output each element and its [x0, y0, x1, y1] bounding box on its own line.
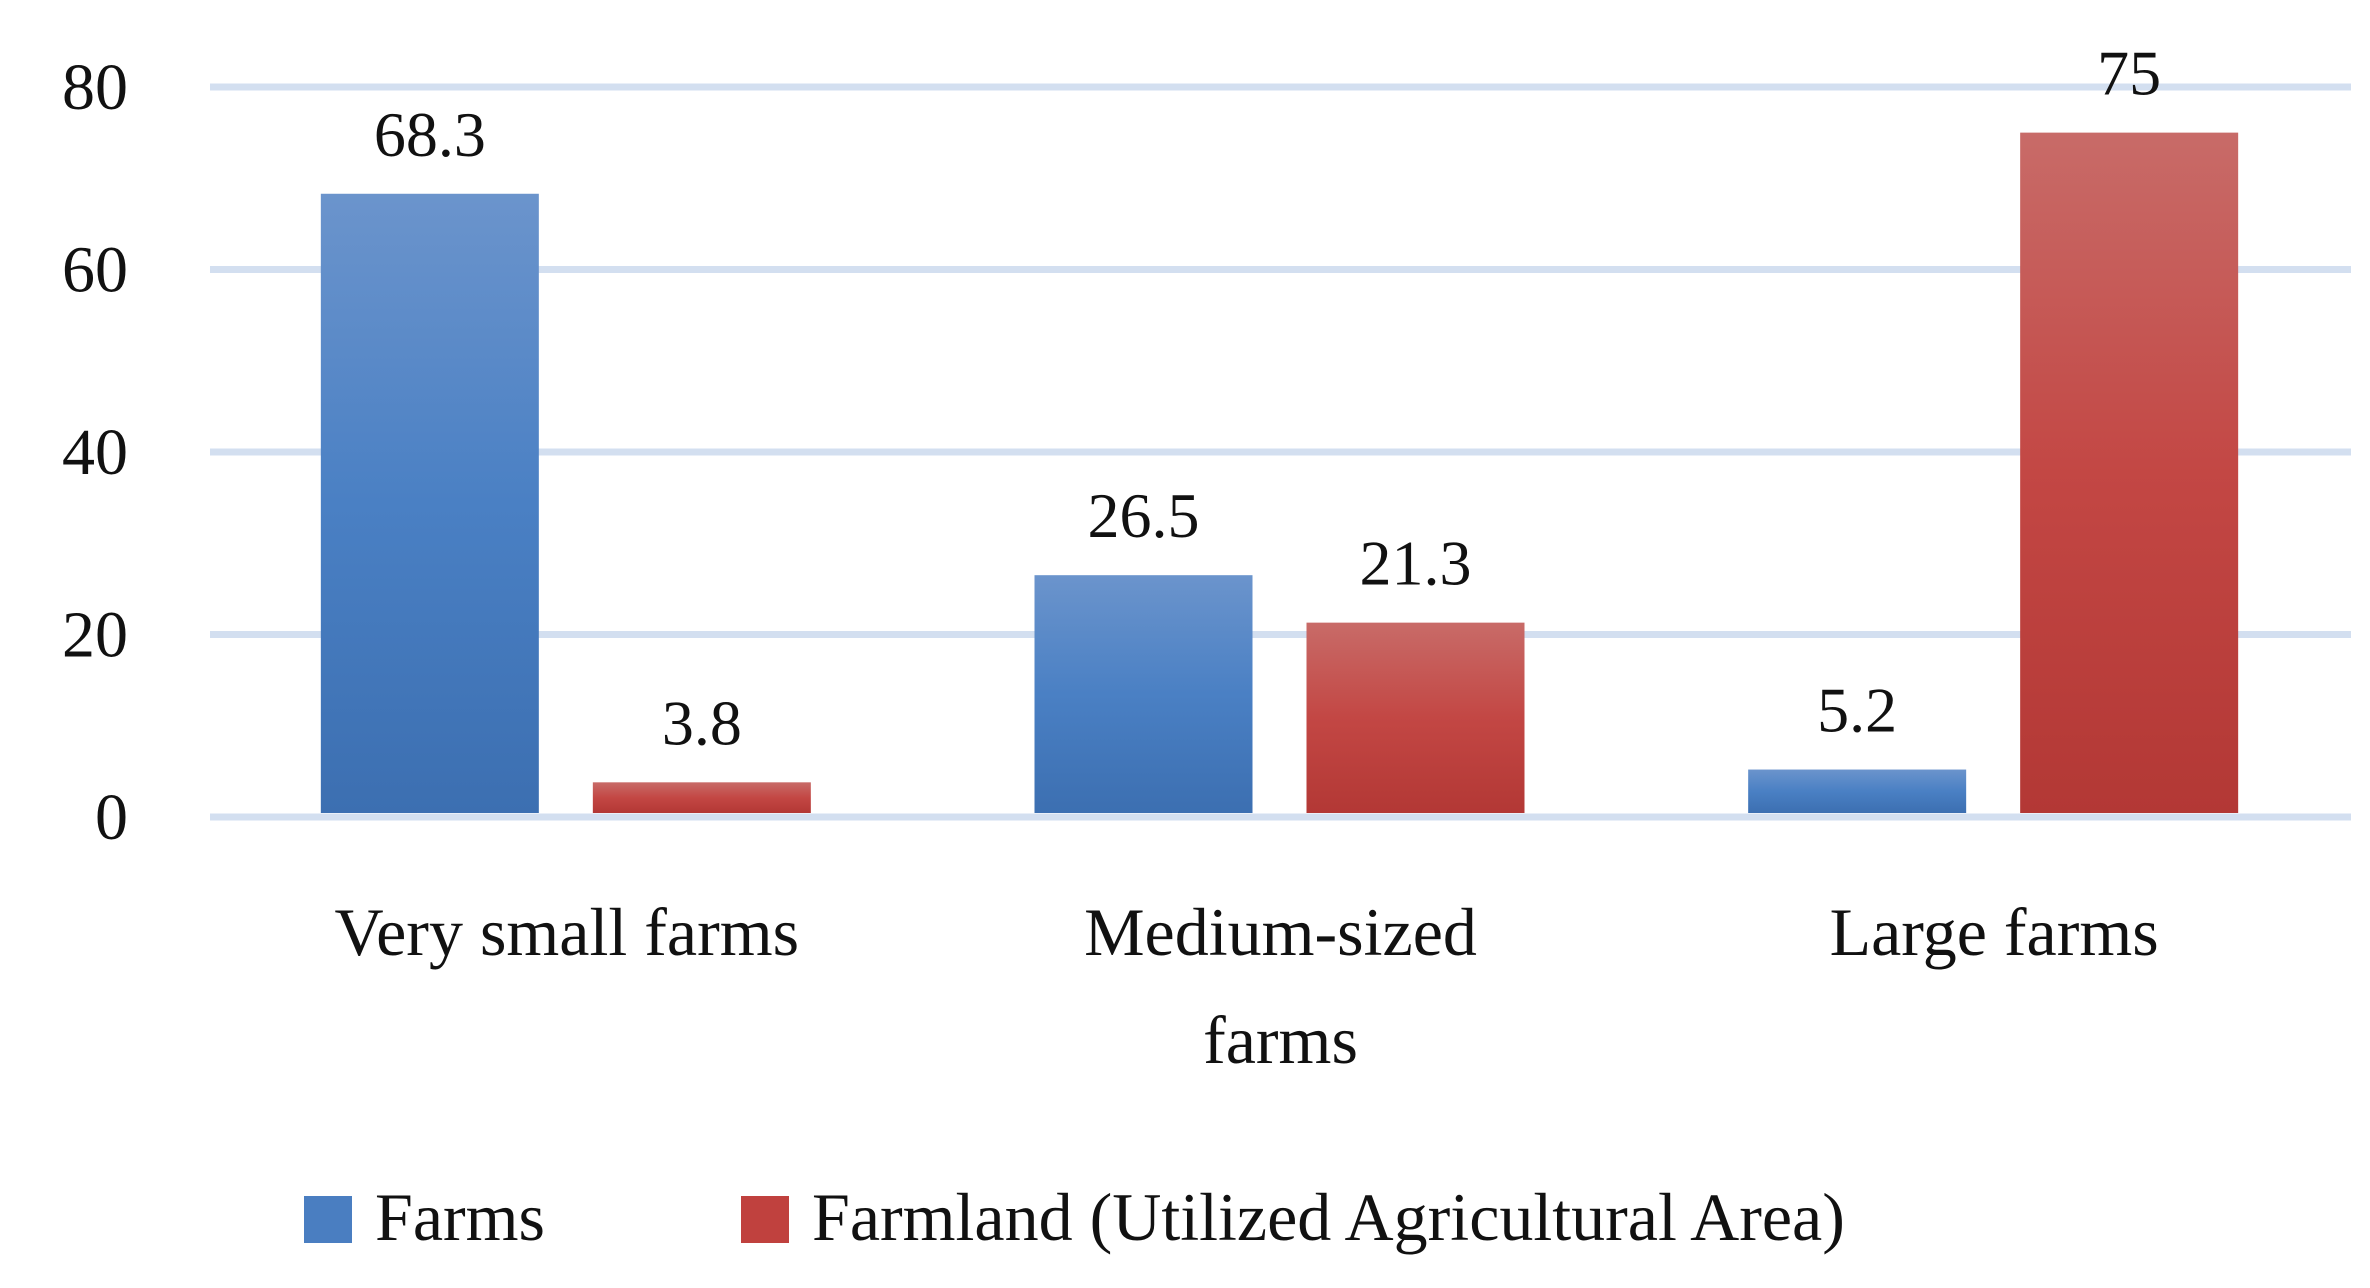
data-label: 68.3 — [374, 99, 486, 170]
bar-farms — [320, 193, 539, 813]
legend-swatch — [741, 1196, 789, 1243]
y-axis-ticks: 0 20 40 60 80 — [62, 51, 128, 854]
legend-label: Farms — [375, 1179, 545, 1255]
data-label: 3.8 — [662, 687, 742, 758]
y-tick-label: 40 — [62, 416, 128, 489]
y-tick-label: 60 — [62, 234, 128, 307]
y-tick-label: 80 — [62, 51, 128, 124]
gridlines — [210, 83, 2351, 821]
data-label: 26.5 — [1088, 480, 1200, 551]
bar-farms — [1748, 769, 1967, 813]
y-tick-label: 0 — [95, 781, 128, 854]
legend: Farms Farmland (Utilized Agricultural Are… — [304, 1179, 1845, 1255]
bars: 68.3 3.8 26.5 21.3 5.2 75 — [320, 38, 2239, 813]
category-label: Medium-sized — [1084, 894, 1477, 970]
x-axis-categories: Very small farms Medium-sized farms Large f… — [335, 894, 2159, 1078]
category-label: Very small farms — [335, 894, 800, 970]
data-label: 5.2 — [1817, 675, 1897, 746]
y-tick-label: 20 — [62, 599, 128, 672]
category-label: farms — [1203, 1002, 1358, 1078]
legend-label: Farmland (Utilized Agricultural Area) — [812, 1179, 1845, 1255]
category-label: Large farms — [1830, 894, 2159, 970]
bar-farmland — [2020, 132, 2239, 813]
data-label: 21.3 — [1360, 528, 1472, 599]
bar-farmland — [592, 782, 811, 813]
data-label: 75 — [2097, 38, 2161, 109]
legend-swatch — [304, 1196, 352, 1243]
bar-farms — [1034, 575, 1253, 813]
bar-farmland — [1306, 622, 1525, 813]
